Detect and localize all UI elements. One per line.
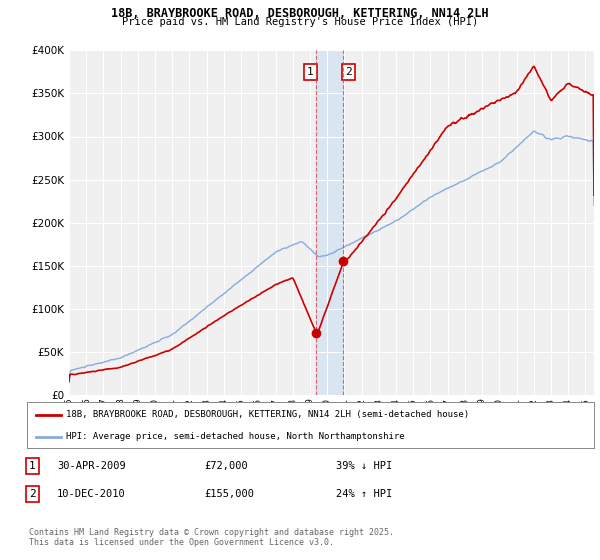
Text: 10-DEC-2010: 10-DEC-2010 xyxy=(57,489,126,499)
Text: 30-APR-2009: 30-APR-2009 xyxy=(57,461,126,471)
Bar xyxy=(316,50,343,395)
Text: 2: 2 xyxy=(29,489,35,499)
Text: £72,000: £72,000 xyxy=(204,461,248,471)
Text: 39% ↓ HPI: 39% ↓ HPI xyxy=(336,461,392,471)
Text: 1: 1 xyxy=(307,67,314,77)
Text: 18B, BRAYBROOKE ROAD, DESBOROUGH, KETTERING, NN14 2LH (semi-detached house): 18B, BRAYBROOKE ROAD, DESBOROUGH, KETTER… xyxy=(65,410,469,419)
Text: 1: 1 xyxy=(29,461,35,471)
Text: £155,000: £155,000 xyxy=(204,489,254,499)
Text: Price paid vs. HM Land Registry's House Price Index (HPI): Price paid vs. HM Land Registry's House … xyxy=(122,17,478,27)
Text: 18B, BRAYBROOKE ROAD, DESBOROUGH, KETTERING, NN14 2LH: 18B, BRAYBROOKE ROAD, DESBOROUGH, KETTER… xyxy=(111,7,489,20)
Text: 24% ↑ HPI: 24% ↑ HPI xyxy=(336,489,392,499)
Text: 2: 2 xyxy=(345,67,352,77)
Text: HPI: Average price, semi-detached house, North Northamptonshire: HPI: Average price, semi-detached house,… xyxy=(65,432,404,441)
Text: Contains HM Land Registry data © Crown copyright and database right 2025.
This d: Contains HM Land Registry data © Crown c… xyxy=(29,528,394,547)
